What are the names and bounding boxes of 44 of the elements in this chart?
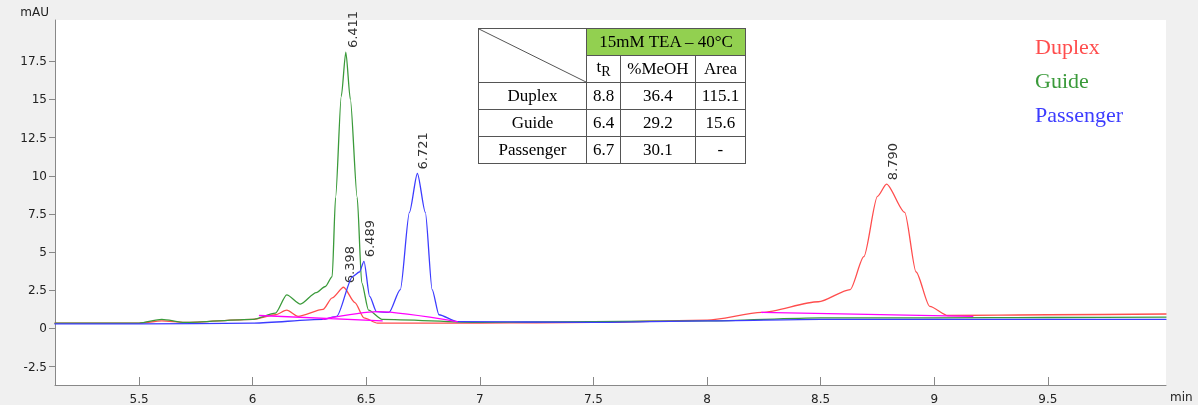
annotation: 36.4 bbox=[620, 82, 696, 110]
annotation: 29.2 bbox=[620, 109, 696, 137]
y-tick-label: 10 bbox=[31, 168, 47, 183]
x-axis-title: min bbox=[1170, 390, 1193, 404]
y-tick-label: -2.5 bbox=[23, 359, 47, 374]
annotation: Passenger bbox=[478, 136, 587, 164]
x-tick-label: 6.5 bbox=[356, 392, 376, 405]
annotation: 115.1 bbox=[695, 82, 746, 110]
y-tick-label: 7.5 bbox=[27, 206, 47, 221]
x-tick-label: 8.5 bbox=[811, 392, 831, 405]
text: Guide bbox=[1035, 67, 1089, 93]
annotation: t$_{R}$ bbox=[586, 55, 621, 83]
annotation: - bbox=[695, 136, 746, 164]
x-tick-label: 5.5 bbox=[129, 392, 149, 405]
y-tick-label: 17.5 bbox=[20, 54, 47, 69]
annotation: Guide bbox=[478, 109, 587, 137]
annotation: 8.8 bbox=[586, 82, 621, 110]
x-tick-label: 7 bbox=[476, 392, 484, 405]
annotation: 8.790 bbox=[885, 142, 901, 181]
annotation: 30.1 bbox=[620, 136, 696, 164]
annotation: 6.489 bbox=[362, 220, 378, 258]
x-tick-label: 9 bbox=[930, 392, 939, 405]
annotation: 6.721 bbox=[414, 132, 430, 170]
annotation: Duplex bbox=[478, 82, 587, 110]
annotation: 15.6 bbox=[695, 109, 746, 137]
x-tick-label: 9.5 bbox=[1038, 392, 1058, 405]
text: Duplex bbox=[1035, 33, 1100, 59]
annotation: 6.411 bbox=[344, 10, 360, 49]
y-axis-title: mAU bbox=[20, 5, 49, 19]
annotation: %MeOH bbox=[620, 55, 696, 83]
text: Passenger bbox=[1035, 101, 1124, 127]
annotation: 15mM TEA – 40°C bbox=[586, 28, 746, 56]
x-tick-label: 7.5 bbox=[583, 392, 604, 405]
annotation: 6.4 bbox=[586, 109, 621, 137]
annotation: 6.398 bbox=[341, 246, 357, 284]
annotation: 6.7 bbox=[586, 136, 621, 164]
y-tick-label: 2.5 bbox=[27, 283, 47, 298]
y-tick-label: 15 bbox=[31, 92, 47, 107]
y-tick-label: 5 bbox=[39, 245, 47, 260]
y-tick-label: 12.5 bbox=[20, 130, 47, 145]
y-tick-label: 0 bbox=[39, 321, 47, 336]
x-tick-label: 8 bbox=[703, 392, 711, 405]
x-tick-label: 6 bbox=[248, 392, 257, 405]
annotation: Area bbox=[695, 55, 746, 83]
